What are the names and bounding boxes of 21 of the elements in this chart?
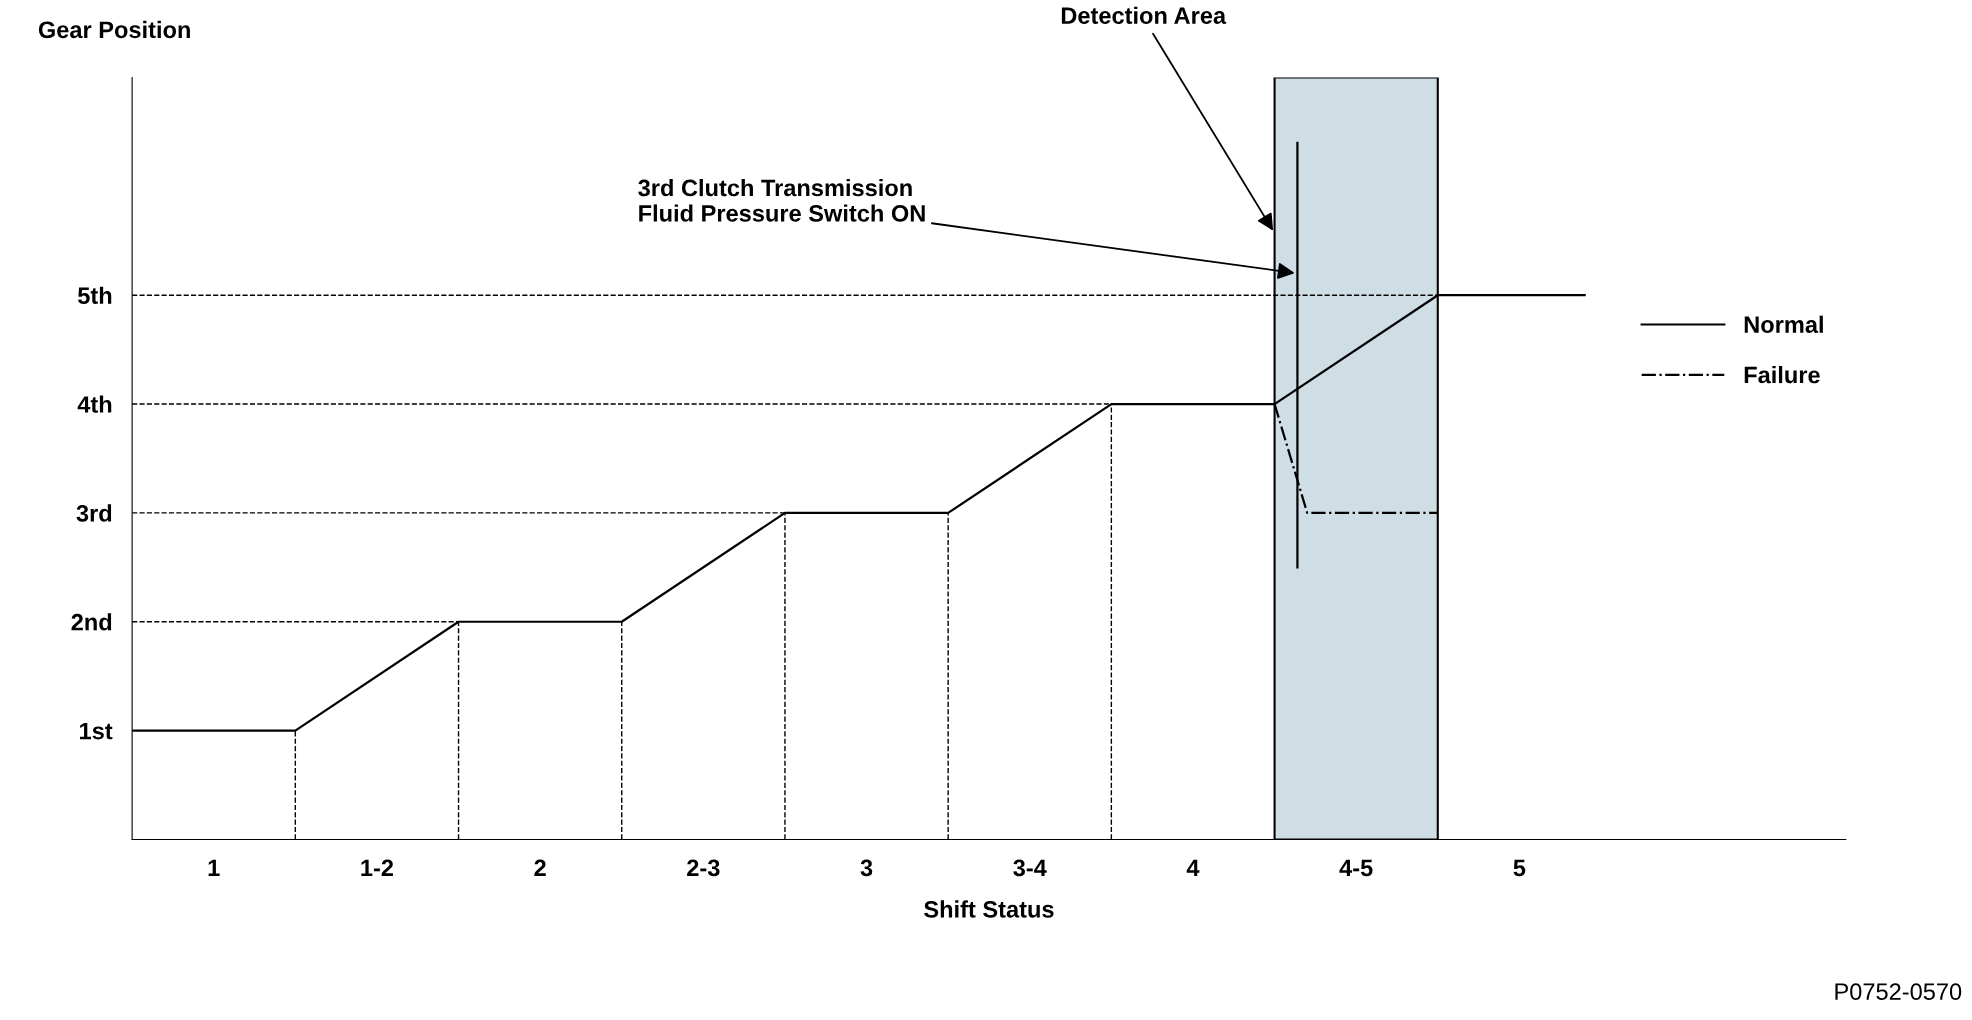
x-axis-title: Shift Status (924, 900, 1054, 918)
y-tick-label: 1st (80, 722, 113, 740)
y-tick-label: 5th (77, 286, 112, 304)
x-tick-label: 4-5 (1339, 859, 1373, 877)
band-label: Detection Area (1061, 6, 1227, 24)
y-tick-label: 2nd (71, 613, 112, 631)
y-tick-label: 3rd (76, 504, 112, 522)
x-tick-label: 1-2 (361, 859, 394, 877)
text: P0752-0570 (1835, 983, 1962, 1001)
x-tick-label: 2 (534, 859, 546, 877)
x-tick-label: 1 (208, 859, 220, 877)
y-axis-title: Gear Position (38, 20, 190, 39)
annotation: 3rd Clutch Transmission Fluid Pressure Switch ON (638, 178, 925, 222)
legend-label: Failure (1744, 365, 1820, 384)
y-tick-label: 4th (77, 395, 112, 413)
x-tick-label: 4 (1186, 859, 1200, 877)
x-tick-label: 2-3 (687, 859, 720, 877)
legend-label: Normal (1744, 315, 1823, 333)
x-tick-label: 5 (1513, 859, 1526, 877)
x-tick-label: 3 (860, 859, 873, 877)
x-tick-label: 3-4 (1013, 859, 1047, 877)
